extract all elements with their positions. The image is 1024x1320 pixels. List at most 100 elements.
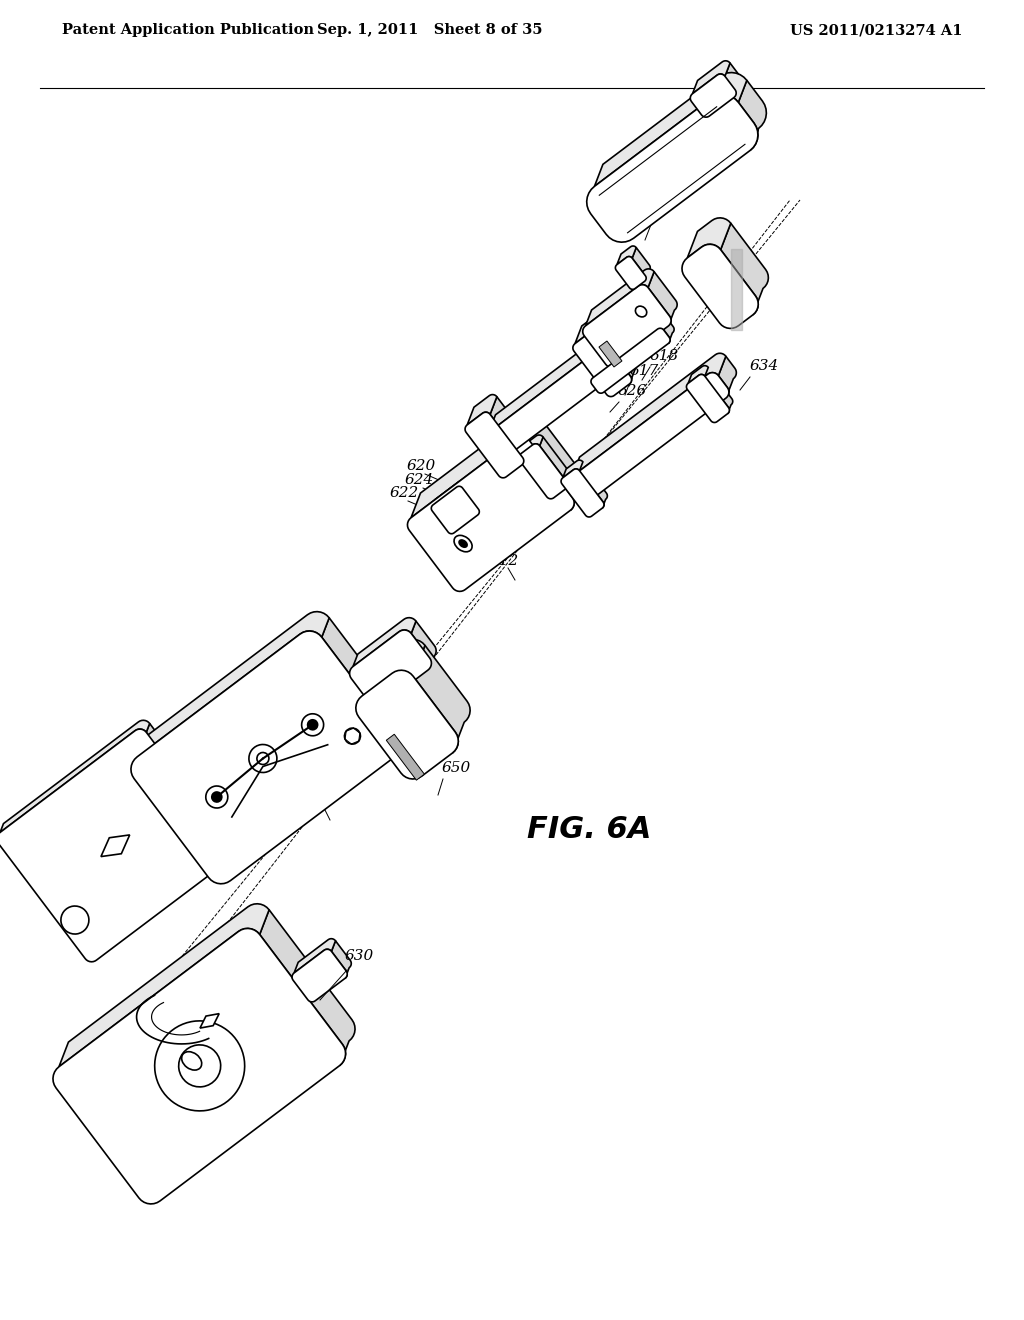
Text: 606: 606 <box>248 814 278 829</box>
Polygon shape <box>690 74 736 117</box>
Polygon shape <box>705 367 733 413</box>
Polygon shape <box>294 939 336 973</box>
Polygon shape <box>587 95 758 242</box>
Polygon shape <box>721 223 768 315</box>
Polygon shape <box>183 771 194 793</box>
Polygon shape <box>408 437 574 591</box>
Polygon shape <box>664 319 674 343</box>
Polygon shape <box>632 248 650 281</box>
Polygon shape <box>0 729 234 962</box>
Polygon shape <box>620 323 638 364</box>
Polygon shape <box>137 611 329 756</box>
Ellipse shape <box>257 752 269 764</box>
Polygon shape <box>412 622 436 671</box>
Ellipse shape <box>212 792 222 803</box>
Polygon shape <box>292 949 347 1002</box>
Polygon shape <box>575 313 604 343</box>
Polygon shape <box>725 63 741 98</box>
Polygon shape <box>101 836 130 857</box>
Text: 634: 634 <box>750 359 779 374</box>
Polygon shape <box>615 256 646 289</box>
Polygon shape <box>688 366 709 383</box>
Polygon shape <box>465 412 524 478</box>
Text: Sep. 1, 2011   Sheet 8 of 35: Sep. 1, 2011 Sheet 8 of 35 <box>317 22 543 37</box>
Polygon shape <box>467 395 497 425</box>
Polygon shape <box>131 631 399 884</box>
Text: US 2011/0213274 A1: US 2011/0213274 A1 <box>790 22 962 37</box>
Polygon shape <box>598 315 638 384</box>
Text: 608: 608 <box>370 689 399 704</box>
Polygon shape <box>563 461 583 478</box>
Polygon shape <box>349 630 431 706</box>
Polygon shape <box>332 941 351 978</box>
Polygon shape <box>519 444 567 499</box>
Polygon shape <box>59 904 269 1067</box>
Polygon shape <box>413 645 470 754</box>
Polygon shape <box>648 272 677 326</box>
Polygon shape <box>591 329 670 393</box>
Polygon shape <box>146 723 238 858</box>
Polygon shape <box>580 462 607 508</box>
Text: 624: 624 <box>406 473 434 487</box>
Polygon shape <box>569 372 729 502</box>
Polygon shape <box>599 341 622 367</box>
Polygon shape <box>0 721 150 833</box>
Polygon shape <box>687 218 731 257</box>
Text: 602: 602 <box>118 1084 147 1098</box>
Ellipse shape <box>307 719 317 730</box>
Text: 618: 618 <box>650 348 679 363</box>
Polygon shape <box>593 318 668 378</box>
Text: 621: 621 <box>638 205 668 218</box>
Ellipse shape <box>459 540 467 548</box>
Text: 612: 612 <box>490 554 519 568</box>
Polygon shape <box>520 436 543 454</box>
Polygon shape <box>411 412 539 517</box>
Polygon shape <box>53 928 345 1204</box>
Text: 604: 604 <box>68 847 97 861</box>
Text: FIG. 6A: FIG. 6A <box>527 816 651 845</box>
Text: 630: 630 <box>345 949 374 964</box>
Polygon shape <box>561 469 604 517</box>
Text: Patent Application Publication: Patent Application Publication <box>62 22 314 37</box>
Polygon shape <box>529 416 584 510</box>
Polygon shape <box>486 339 632 458</box>
Polygon shape <box>361 639 425 696</box>
Polygon shape <box>488 322 626 433</box>
Polygon shape <box>353 618 416 667</box>
Polygon shape <box>386 734 424 780</box>
Ellipse shape <box>302 714 324 735</box>
Polygon shape <box>463 483 481 515</box>
Polygon shape <box>355 671 459 779</box>
Polygon shape <box>595 73 746 186</box>
Text: 616: 616 <box>303 787 332 801</box>
Ellipse shape <box>344 729 360 744</box>
Polygon shape <box>682 244 758 329</box>
Ellipse shape <box>249 744 276 772</box>
Text: 632: 632 <box>420 507 450 521</box>
Polygon shape <box>260 909 355 1065</box>
Polygon shape <box>692 61 730 94</box>
Ellipse shape <box>206 785 227 808</box>
Polygon shape <box>583 285 671 367</box>
Text: 610: 610 <box>398 723 427 738</box>
Polygon shape <box>617 246 636 264</box>
Polygon shape <box>572 331 632 396</box>
Polygon shape <box>586 269 654 326</box>
Polygon shape <box>572 354 726 477</box>
Text: 650: 650 <box>442 762 471 775</box>
Polygon shape <box>719 356 736 399</box>
Polygon shape <box>433 480 465 506</box>
Text: 620: 620 <box>407 459 436 473</box>
Polygon shape <box>322 618 407 758</box>
Polygon shape <box>490 397 530 465</box>
Polygon shape <box>200 1014 219 1028</box>
Polygon shape <box>158 775 191 807</box>
Polygon shape <box>540 437 571 488</box>
Polygon shape <box>160 770 185 788</box>
Polygon shape <box>738 81 766 150</box>
Text: 626: 626 <box>618 384 647 399</box>
Text: 622: 622 <box>390 486 419 500</box>
Text: 617: 617 <box>630 364 659 378</box>
Polygon shape <box>431 486 479 533</box>
Polygon shape <box>686 375 729 422</box>
